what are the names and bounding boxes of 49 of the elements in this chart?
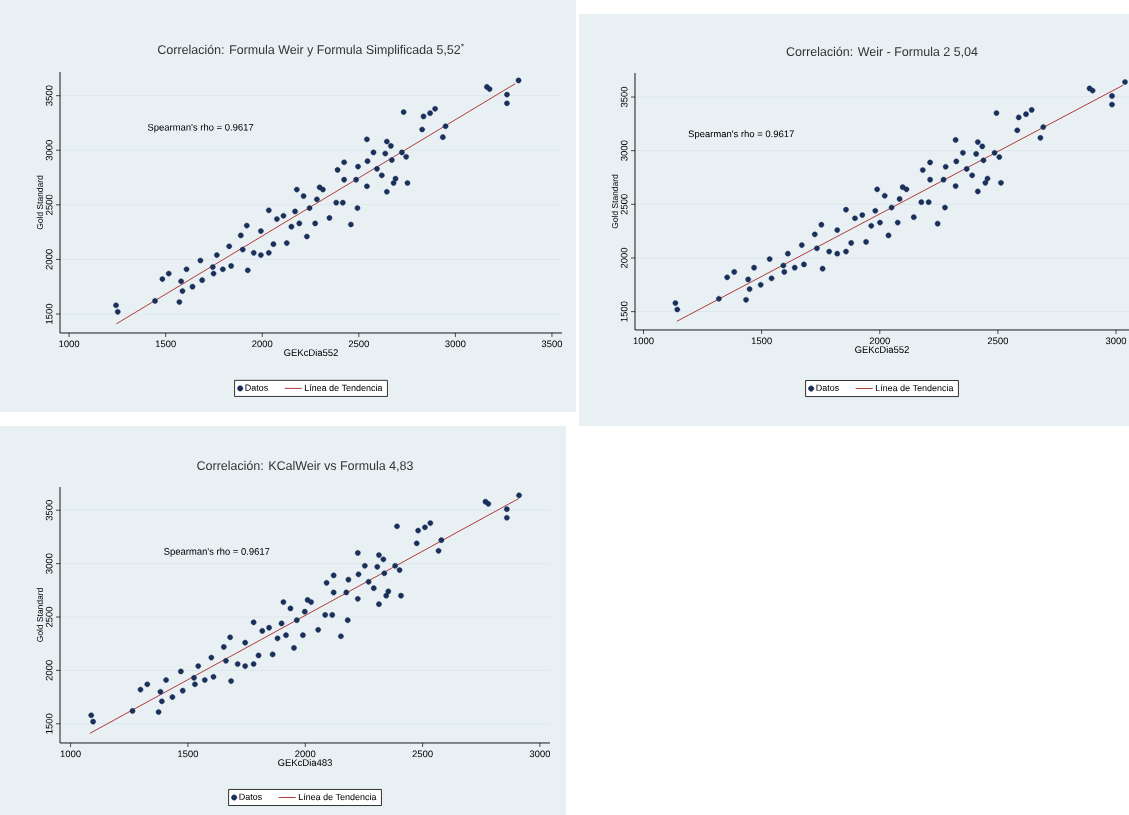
x-tick-label: 2000 xyxy=(252,340,273,348)
x-tick-label: 2500 xyxy=(412,750,433,758)
legend-label: Línea de Tendencia xyxy=(875,384,954,392)
annotation: Spearman's rho = 0.9617 xyxy=(688,130,794,140)
chart-title: Correlación: Formula Weir y Formula Simplificada 5,52$^{*}$ xyxy=(158,43,464,57)
y-tick-label: 3000 xyxy=(45,553,53,574)
y-tick-label: 3000 xyxy=(620,140,628,161)
y-tick-label: 2500 xyxy=(45,194,53,215)
y-tick-label: 1500 xyxy=(620,301,628,322)
legend-label: Línea de Tendencia xyxy=(304,384,383,392)
x-tick-label: 2500 xyxy=(987,337,1009,345)
y-tick-label: 3500 xyxy=(620,86,628,108)
x-tick-label: 1000 xyxy=(633,337,654,345)
x-tick-label: 3000 xyxy=(1105,337,1127,345)
annotation: Spearman's rho = 0.9617 xyxy=(147,123,254,133)
x-tick-label: 3500 xyxy=(541,340,563,348)
y-axis-title: Gold Standard xyxy=(36,588,43,642)
y-tick-label: 3000 xyxy=(45,140,53,161)
x-tick-label: 1500 xyxy=(178,750,199,758)
x-tick-label: 3000 xyxy=(529,750,551,758)
x-tick-label: 1500 xyxy=(751,337,772,345)
y-tick-label: 1500 xyxy=(45,303,53,324)
legend-label: Línea de Tendencia xyxy=(298,793,377,801)
y-tick-label: 1500 xyxy=(45,713,53,734)
y-tick-label: 2000 xyxy=(620,247,628,269)
x-tick-label: 2500 xyxy=(348,340,369,348)
y-tick-label: 2000 xyxy=(45,249,53,270)
x-tick-label: 2000 xyxy=(295,750,316,758)
x-tick-label: 1000 xyxy=(60,750,81,758)
legend-label: Datos xyxy=(239,793,262,800)
legend-label: Datos xyxy=(245,384,268,391)
x-tick-label: 1500 xyxy=(155,340,176,348)
y-axis-title: Gold Standard xyxy=(36,175,43,230)
y-tick-label: 2500 xyxy=(45,606,53,628)
x-tick-label: 2000 xyxy=(869,337,890,345)
y-tick-label: 2000 xyxy=(45,660,53,681)
chart-title: Correlación: Weir - Formula 2 5,04 xyxy=(786,46,978,58)
y-tick-label: 3500 xyxy=(45,500,53,521)
x-axis-title: GEKcDia552 xyxy=(855,346,909,353)
annotation: Spearman's rho = 0.9617 xyxy=(164,547,270,557)
x-axis-title: GEKcDia483 xyxy=(278,759,332,766)
chart-title: Correlación: KCalWeir vs Formula 4,83 xyxy=(197,460,413,472)
y-tick-label: 3500 xyxy=(45,85,53,106)
y-tick-label: 2500 xyxy=(620,194,628,215)
x-axis-title: GEKcDia552 xyxy=(284,349,338,356)
legend-label: Datos xyxy=(816,384,839,391)
x-tick-label: 3000 xyxy=(445,340,466,348)
x-tick-label: 1000 xyxy=(59,340,80,348)
y-axis-title: Gold Standard xyxy=(611,174,618,229)
